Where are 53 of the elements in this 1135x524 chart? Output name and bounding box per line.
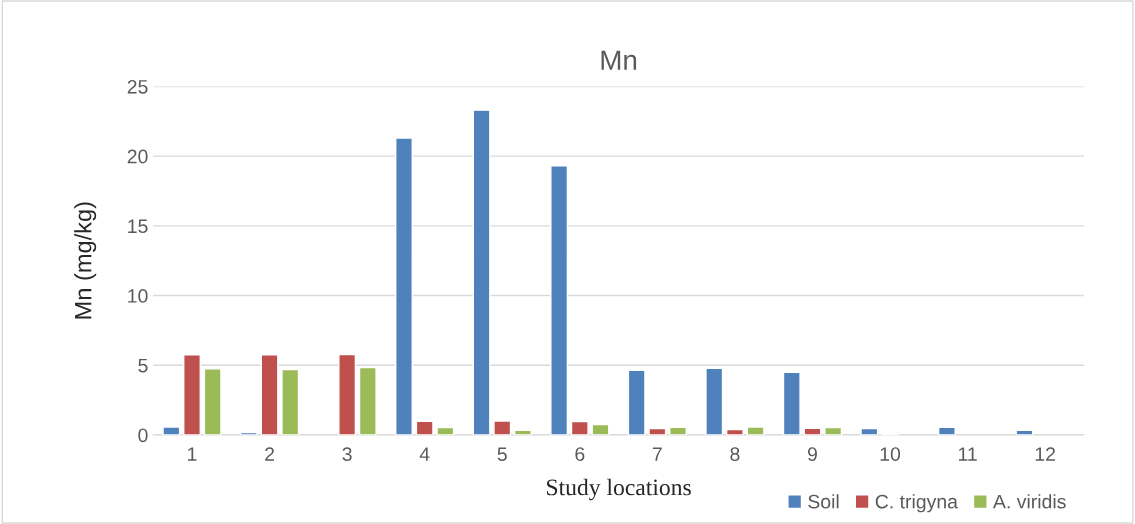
y-tick-label: 0 — [138, 428, 148, 443]
bar — [183, 354, 201, 435]
bar — [570, 420, 589, 435]
y-tick-label: 25 — [127, 79, 148, 94]
x-tick-label: 7 — [652, 447, 662, 461]
bar — [513, 429, 532, 435]
legend-label: A. viridis — [993, 494, 1066, 509]
x-tick-label: 12 — [1035, 447, 1055, 461]
x-tick-label: 4 — [419, 447, 430, 461]
bar — [281, 368, 300, 435]
bar — [627, 369, 646, 435]
y-tick-label: 10 — [128, 289, 148, 303]
chart-title: Mn — [601, 50, 637, 70]
bar — [746, 426, 765, 435]
x-tick-label: 8 — [730, 447, 740, 462]
x-axis-title: Study locations — [547, 478, 691, 501]
bar — [824, 426, 843, 435]
x-tick-label: 9 — [807, 447, 817, 462]
bar — [591, 423, 610, 435]
bar — [725, 428, 744, 435]
legend-label: C. trigyna — [875, 494, 958, 513]
bar — [550, 165, 569, 435]
x-tick-label: 5 — [497, 447, 507, 462]
y-tick-label: 15 — [128, 219, 148, 234]
y-tick-label: 20 — [127, 149, 148, 164]
bar — [239, 431, 258, 435]
bar — [472, 109, 491, 435]
bar — [395, 137, 413, 435]
bar — [669, 426, 688, 435]
bar — [358, 366, 377, 435]
bar — [1015, 429, 1034, 435]
x-tick-label: 10 — [880, 447, 901, 462]
x-tick-label: 1 — [188, 447, 197, 461]
y-axis-title: Mn (mg/kg) — [74, 202, 97, 319]
x-tick-label: 2 — [265, 447, 274, 461]
bar — [260, 354, 279, 435]
x-tick-label: 3 — [342, 447, 352, 462]
legend-label: Soil — [808, 494, 839, 509]
bar — [860, 427, 879, 435]
bar — [162, 426, 181, 435]
x-tick-label: 6 — [575, 447, 585, 462]
x-tick-label: 11 — [958, 447, 977, 461]
bar — [203, 368, 222, 435]
bar — [782, 371, 801, 435]
bar — [937, 426, 956, 435]
bar — [648, 427, 667, 435]
bar — [803, 427, 822, 435]
bar — [493, 420, 512, 435]
bar — [338, 353, 357, 435]
bar — [705, 367, 724, 435]
bar — [436, 426, 455, 435]
bar — [415, 420, 434, 435]
y-tick-label: 5 — [138, 358, 148, 373]
